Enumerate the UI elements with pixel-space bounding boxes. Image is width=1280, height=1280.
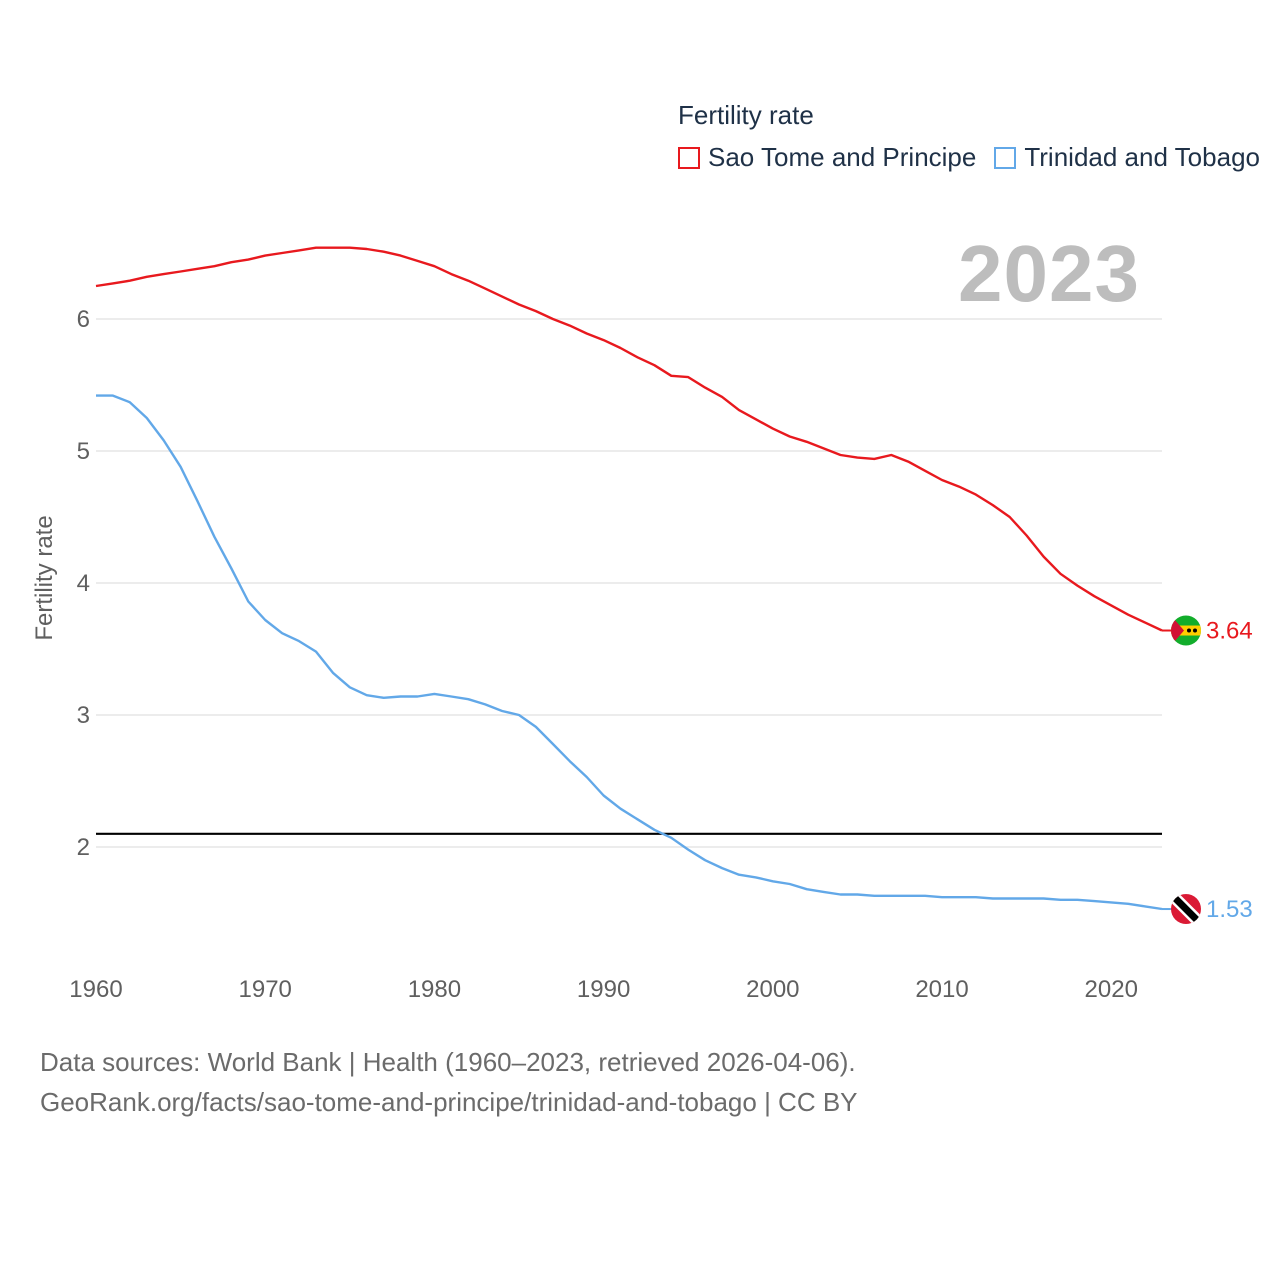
y-tick-label: 4 [77, 570, 90, 597]
flag-sao-tome-icon [1171, 615, 1201, 646]
footer: Data sources: World Bank | Health (1960–… [40, 1042, 858, 1122]
legend-swatch-trinidad [994, 146, 1017, 169]
legend-item-sao-tome[interactable]: Sao Tome and Principe [678, 142, 976, 173]
footer-sources: Data sources: World Bank | Health (1960–… [40, 1047, 856, 1077]
series-line-0 [95, 246, 1163, 632]
y-tick-label: 5 [77, 438, 90, 465]
x-tick-label: 2020 [1085, 976, 1138, 1003]
legend-label-sao-tome: Sao Tome and Principe [708, 142, 977, 172]
x-tick-label: 1960 [69, 976, 122, 1003]
y-gridlines [96, 318, 1162, 848]
flag-trinidad-icon [1171, 894, 1201, 925]
series-line-1 [96, 394, 1163, 911]
series-end-value-1: 1.53 [1206, 896, 1253, 923]
y-tick-labels: 2 3 4 5 6 [77, 306, 90, 861]
legend-item-trinidad[interactable]: Trinidad and Tobago [994, 142, 1260, 173]
legend: Sao Tome and Principe Trinidad and Tobag… [678, 142, 1278, 173]
footer-link[interactable]: GeoRank.org/facts/sao-tome-and-principe/… [40, 1087, 858, 1117]
x-tick-label: 1990 [577, 976, 630, 1003]
x-tick-label: 2010 [915, 976, 968, 1003]
x-tick-labels: 1960 1970 1980 1990 2000 2010 2020 [69, 976, 1138, 1003]
y-tick-label: 3 [77, 702, 90, 729]
series-end-value-0: 3.64 [1206, 618, 1253, 645]
legend-swatch-sao-tome [678, 146, 700, 169]
legend-label-trinidad: Trinidad and Tobago [1024, 142, 1260, 172]
year-label: 2023 [958, 229, 1140, 318]
series-end-markers: 3.64 1.53 [1162, 615, 1253, 925]
y-tick-label: 6 [77, 306, 90, 333]
legend-title: Fertility rate [678, 100, 814, 130]
x-tick-label: 1970 [239, 976, 292, 1003]
y-axis-label: Fertility rate [31, 515, 58, 640]
x-tick-label: 2000 [746, 976, 799, 1003]
series-lines [95, 246, 1163, 911]
y-tick-label: 2 [77, 834, 90, 861]
x-tick-label: 1980 [408, 976, 461, 1003]
